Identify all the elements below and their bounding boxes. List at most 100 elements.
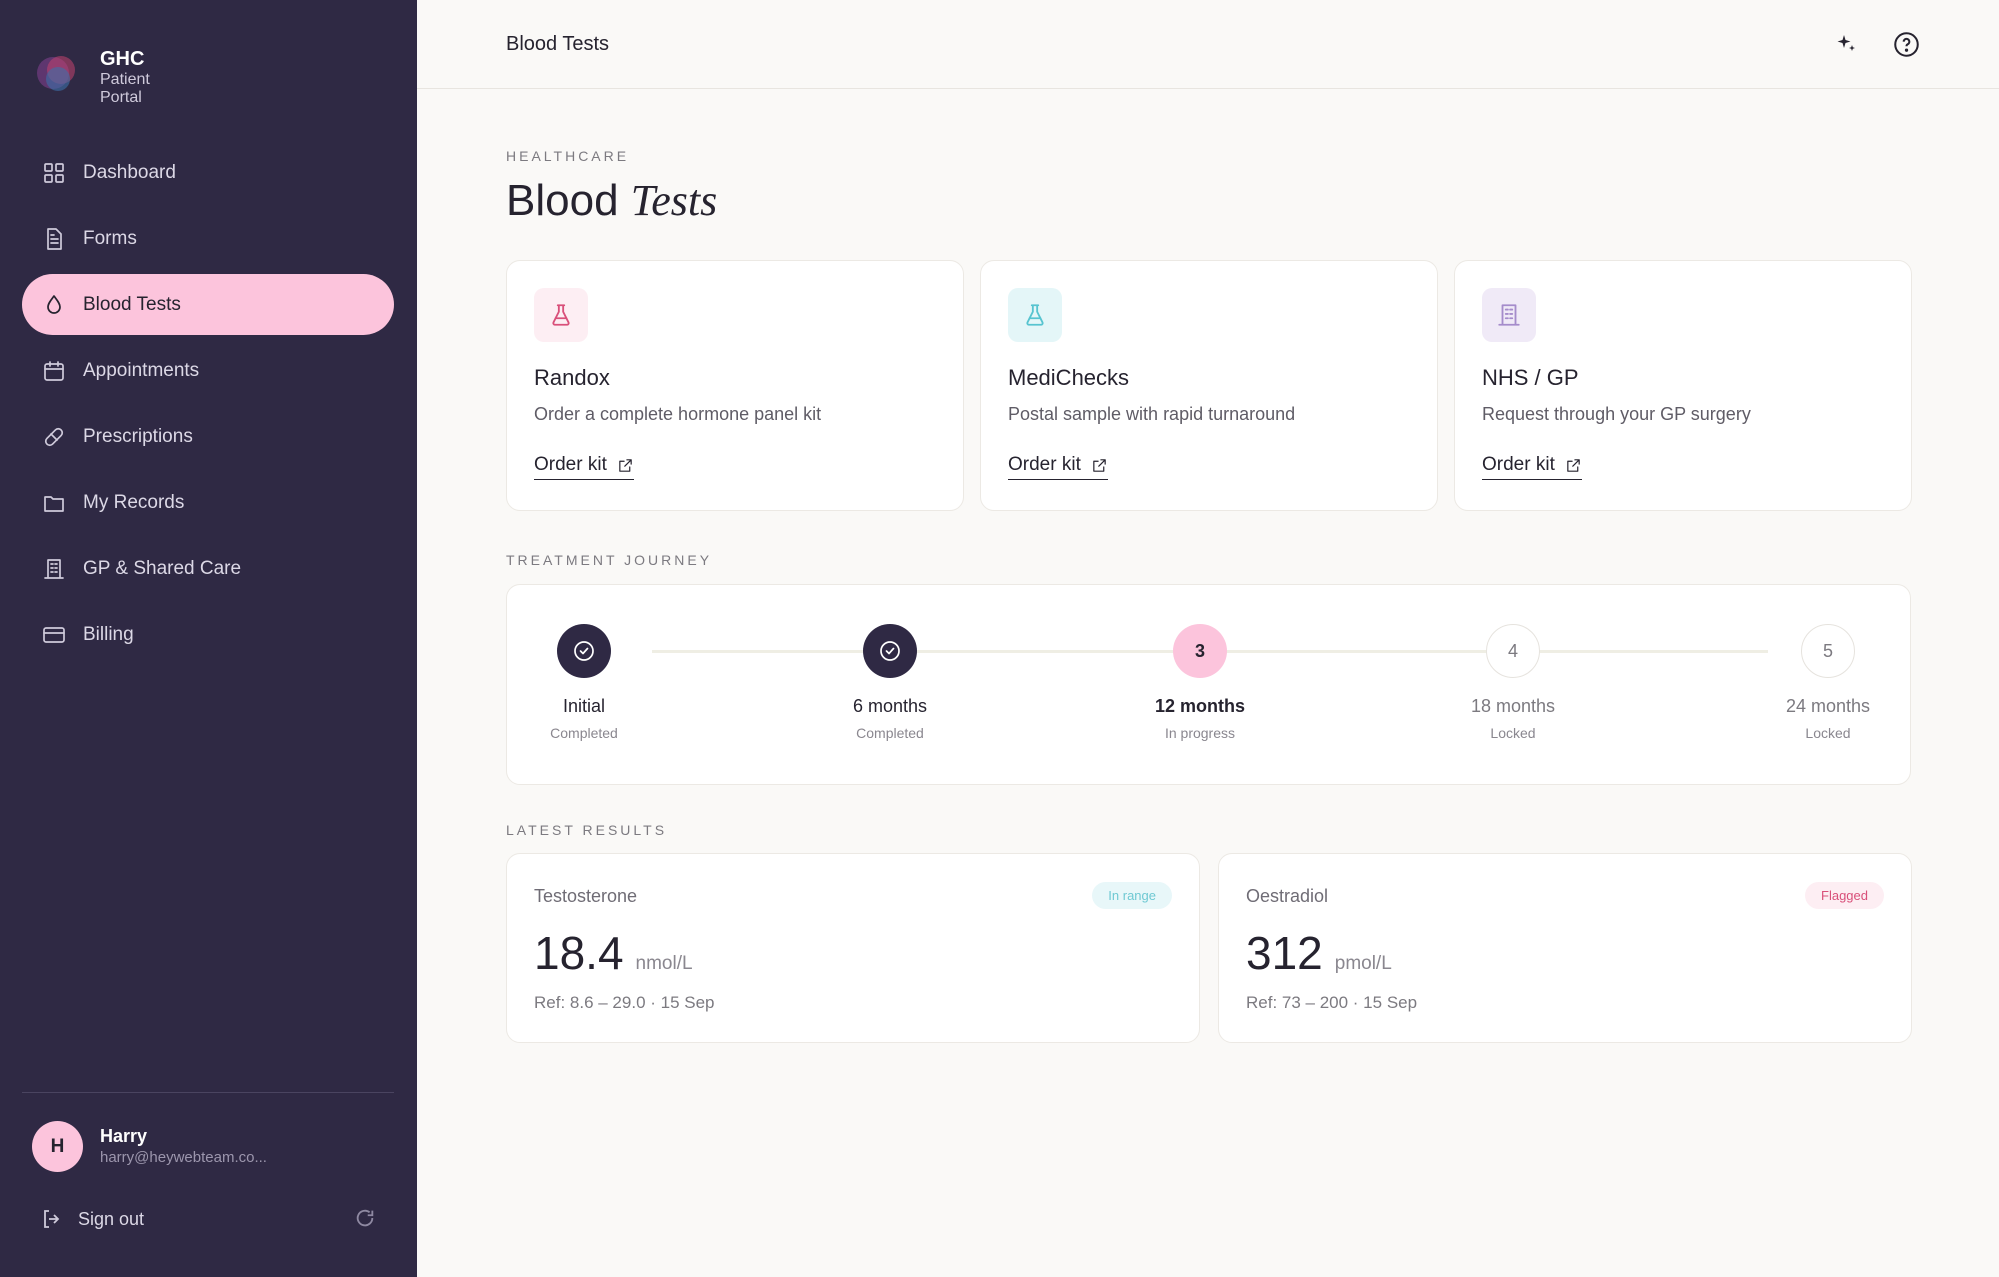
nav-label: My Records xyxy=(83,491,185,513)
page-title-text: Blood xyxy=(506,176,619,225)
external-link-icon xyxy=(1093,458,1106,472)
result-unit: pmol/L xyxy=(1334,953,1392,974)
nav-icon xyxy=(44,360,64,381)
user-name: Harry xyxy=(100,1126,148,1146)
provider-icon-glyph xyxy=(1026,304,1044,326)
sign-out-icon xyxy=(44,1210,60,1228)
brand-subtitle: Portal xyxy=(100,89,142,106)
order-kit-link[interactable]: Order kit xyxy=(1008,454,1108,480)
provider-icon-glyph xyxy=(552,304,570,326)
provider-icon xyxy=(534,288,588,342)
nav-item[interactable]: Blood Tests xyxy=(22,274,394,335)
external-link-icon xyxy=(619,458,632,472)
provider-description: Order a complete hormone panel kit xyxy=(534,404,822,424)
step-status: In progress xyxy=(1164,725,1236,741)
step-marker xyxy=(557,624,611,678)
nav-label: Appointments xyxy=(83,359,200,381)
result-value-row: 312 pmol/L xyxy=(1246,926,1392,980)
page-title-italic: Tests xyxy=(630,176,718,225)
logo xyxy=(37,56,75,91)
user-email: harry@heywebteam.co... xyxy=(100,1149,267,1166)
result-name: Testosterone xyxy=(534,886,638,906)
order-kit-link[interactable]: Order kit xyxy=(534,454,634,480)
step-status: Completed xyxy=(550,725,618,741)
provider-name: NHS / GP xyxy=(1482,365,1579,390)
step-status: Completed xyxy=(856,725,924,741)
provider-card: NHS / GP Request through your GP surgery O… xyxy=(1454,260,1912,511)
nav-label: Dashboard xyxy=(83,161,176,183)
step-marker: 5 xyxy=(1801,624,1855,678)
nav-icon xyxy=(44,162,64,183)
nav-label: Prescriptions xyxy=(83,425,193,447)
section-heading: TREATMENT JOURNEY xyxy=(506,552,713,568)
refresh-button[interactable] xyxy=(354,1207,376,1229)
result-badge: In range xyxy=(1092,882,1172,909)
order-kit-label: Order kit xyxy=(1482,454,1555,475)
provider-card: Randox Order a complete hormone panel kit… xyxy=(506,260,964,511)
result-card: Oestradiol Flagged 312 pmol/L Ref: 73 – 200 … xyxy=(1218,853,1912,1043)
nav-item[interactable]: Appointments xyxy=(22,340,394,401)
step-label: 12 months xyxy=(1154,696,1246,716)
nav-item[interactable]: Dashboard xyxy=(22,142,394,203)
header-title: Blood Tests xyxy=(506,33,610,55)
provider-icon xyxy=(1482,288,1536,342)
eyebrow: HEALTHCARE xyxy=(506,148,630,164)
result-value: 312 xyxy=(1246,927,1323,979)
result-value-row: 18.4 nmol/L xyxy=(534,926,693,980)
order-kit-link[interactable]: Order kit xyxy=(1482,454,1582,480)
brand-name: GHC xyxy=(100,48,145,70)
journey-card: Initial Completed 6 months Completed 3 12 mon… xyxy=(506,584,1911,785)
provider-icon xyxy=(1008,288,1062,342)
provider-name: MediChecks xyxy=(1008,365,1130,390)
result-unit: nmol/L xyxy=(635,953,693,974)
step-marker xyxy=(863,624,917,678)
order-kit-label: Order kit xyxy=(1008,454,1081,475)
step-label: 18 months xyxy=(1470,696,1556,716)
check-icon xyxy=(880,641,900,661)
sidebar: GHC Patient Portal Dashboard Forms Blood T… xyxy=(0,0,417,1277)
nav-icon xyxy=(44,558,64,579)
page-title: Blood Tests xyxy=(506,175,717,226)
step-label: 6 months xyxy=(852,696,928,716)
result-ref: Ref: 73 – 200 · 15 Sep xyxy=(1246,993,1418,1012)
nav-icon xyxy=(43,626,65,643)
nav-icon xyxy=(47,294,61,314)
help-button[interactable] xyxy=(1893,31,1920,58)
result-badge: Flagged xyxy=(1805,882,1884,909)
provider-card: MediChecks Postal sample with rapid turna… xyxy=(980,260,1438,511)
step-marker: 4 xyxy=(1486,624,1540,678)
provider-name: Randox xyxy=(534,365,610,390)
divider xyxy=(22,1092,394,1093)
nav-icon xyxy=(44,495,64,512)
order-kit-label: Order kit xyxy=(534,454,607,475)
step-status: Locked xyxy=(1490,725,1536,741)
brand-subtitle: Patient xyxy=(100,71,150,88)
provider-description: Request through your GP surgery xyxy=(1482,404,1751,424)
sign-out-label: Sign out xyxy=(78,1208,145,1229)
provider-description: Postal sample with rapid turnaround xyxy=(1008,404,1296,424)
result-card: Testosterone In range 18.4 nmol/L Ref: 8.6 –… xyxy=(506,853,1200,1043)
step-marker: 3 xyxy=(1173,624,1227,678)
top-bar: Blood Tests xyxy=(417,0,1999,89)
nav-item[interactable]: Prescriptions xyxy=(22,406,394,467)
result-value: 18.4 xyxy=(534,927,624,979)
step-label: Initial xyxy=(562,696,606,716)
section-heading: LATEST RESULTS xyxy=(506,822,668,838)
result-name: Oestradiol xyxy=(1246,886,1329,906)
nav-item[interactable]: Forms xyxy=(22,208,394,269)
step-label: 24 months xyxy=(1785,696,1871,716)
nav-item[interactable]: Billing xyxy=(22,604,394,665)
sign-out[interactable]: Sign out xyxy=(40,1205,144,1233)
nav-icon xyxy=(44,427,64,446)
nav-icon xyxy=(47,227,62,250)
check-icon xyxy=(574,641,594,661)
nav-label: Forms xyxy=(83,227,137,249)
nav-label: Blood Tests xyxy=(83,293,181,315)
nav-item[interactable]: My Records xyxy=(22,472,394,533)
nav-label: GP & Shared Care xyxy=(83,557,242,579)
sparkle-button[interactable] xyxy=(1835,32,1859,56)
nav-item[interactable]: GP & Shared Care xyxy=(22,538,394,599)
external-link-icon xyxy=(1567,458,1580,472)
